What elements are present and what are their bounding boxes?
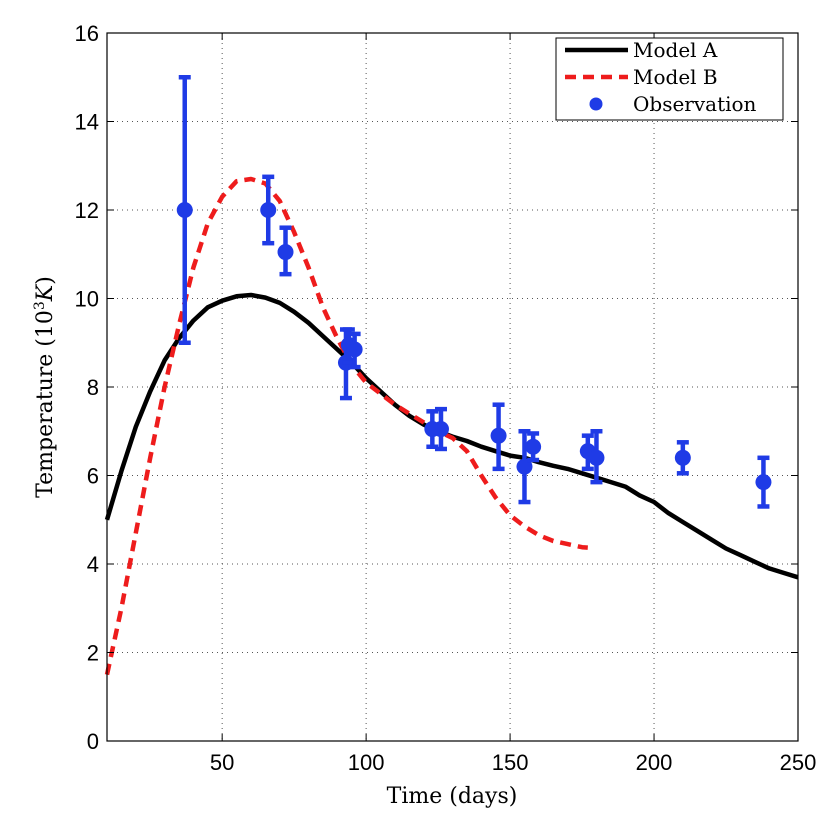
observation-point bbox=[516, 429, 533, 505]
y-axis-label-variable: K bbox=[33, 283, 58, 302]
observation-point bbox=[346, 331, 363, 370]
legend-label-model-a: Model A bbox=[633, 38, 718, 62]
y-tick-label: 6 bbox=[87, 464, 99, 489]
observation-point bbox=[277, 225, 294, 277]
y-tick-label: 4 bbox=[87, 552, 99, 577]
legend-label-model-b: Model B bbox=[633, 65, 718, 89]
y-axis-label: Temperature (103K) bbox=[32, 276, 58, 498]
observation-marker bbox=[432, 421, 449, 438]
legend-swatch-observation bbox=[589, 97, 603, 111]
observation-point bbox=[260, 174, 277, 246]
observation-marker bbox=[755, 474, 772, 491]
y-tick-label: 16 bbox=[75, 21, 99, 46]
legend-label-observation: Observation bbox=[633, 92, 757, 116]
x-tick-label: 200 bbox=[636, 750, 673, 775]
observation-marker bbox=[490, 427, 507, 444]
y-tick-label: 2 bbox=[87, 641, 99, 666]
y-tick-label: 8 bbox=[87, 375, 99, 400]
observation-point bbox=[525, 431, 542, 463]
observation-marker bbox=[588, 449, 605, 466]
y-tick-label: 12 bbox=[75, 198, 99, 223]
x-tick-label: 50 bbox=[210, 750, 234, 775]
observation-layer bbox=[176, 75, 772, 509]
y-tick-label: 0 bbox=[87, 729, 99, 754]
y-axis-label-suffix: ) bbox=[33, 276, 58, 285]
y-tick-label: 14 bbox=[75, 110, 99, 135]
observation-point bbox=[588, 429, 605, 485]
legend: Model A Model B Observation bbox=[555, 37, 784, 121]
y-axis-label-exponent: 3 bbox=[32, 301, 48, 310]
observation-marker bbox=[525, 438, 542, 455]
observation-marker bbox=[346, 341, 363, 358]
observation-marker bbox=[176, 202, 193, 218]
observation-point bbox=[432, 406, 449, 452]
observation-point bbox=[674, 440, 691, 476]
x-tick-label: 250 bbox=[780, 750, 817, 775]
observation-marker bbox=[674, 449, 691, 466]
x-tick-label: 100 bbox=[348, 750, 385, 775]
observation-point bbox=[176, 75, 193, 345]
y-axis-label-prefix: Temperature (10 bbox=[33, 310, 58, 498]
x-axis-label: Time (days) bbox=[387, 784, 518, 809]
axis-ticks: 50 100 150 200 250 0 2 4 6 8 10 12 14 16 bbox=[75, 21, 817, 775]
observation-point bbox=[490, 402, 507, 472]
observation-point bbox=[755, 455, 772, 509]
y-tick-label: 10 bbox=[75, 287, 99, 312]
x-tick-label: 150 bbox=[492, 750, 529, 775]
observation-marker bbox=[260, 202, 277, 218]
observation-marker bbox=[277, 244, 294, 261]
observation-marker bbox=[516, 458, 533, 475]
